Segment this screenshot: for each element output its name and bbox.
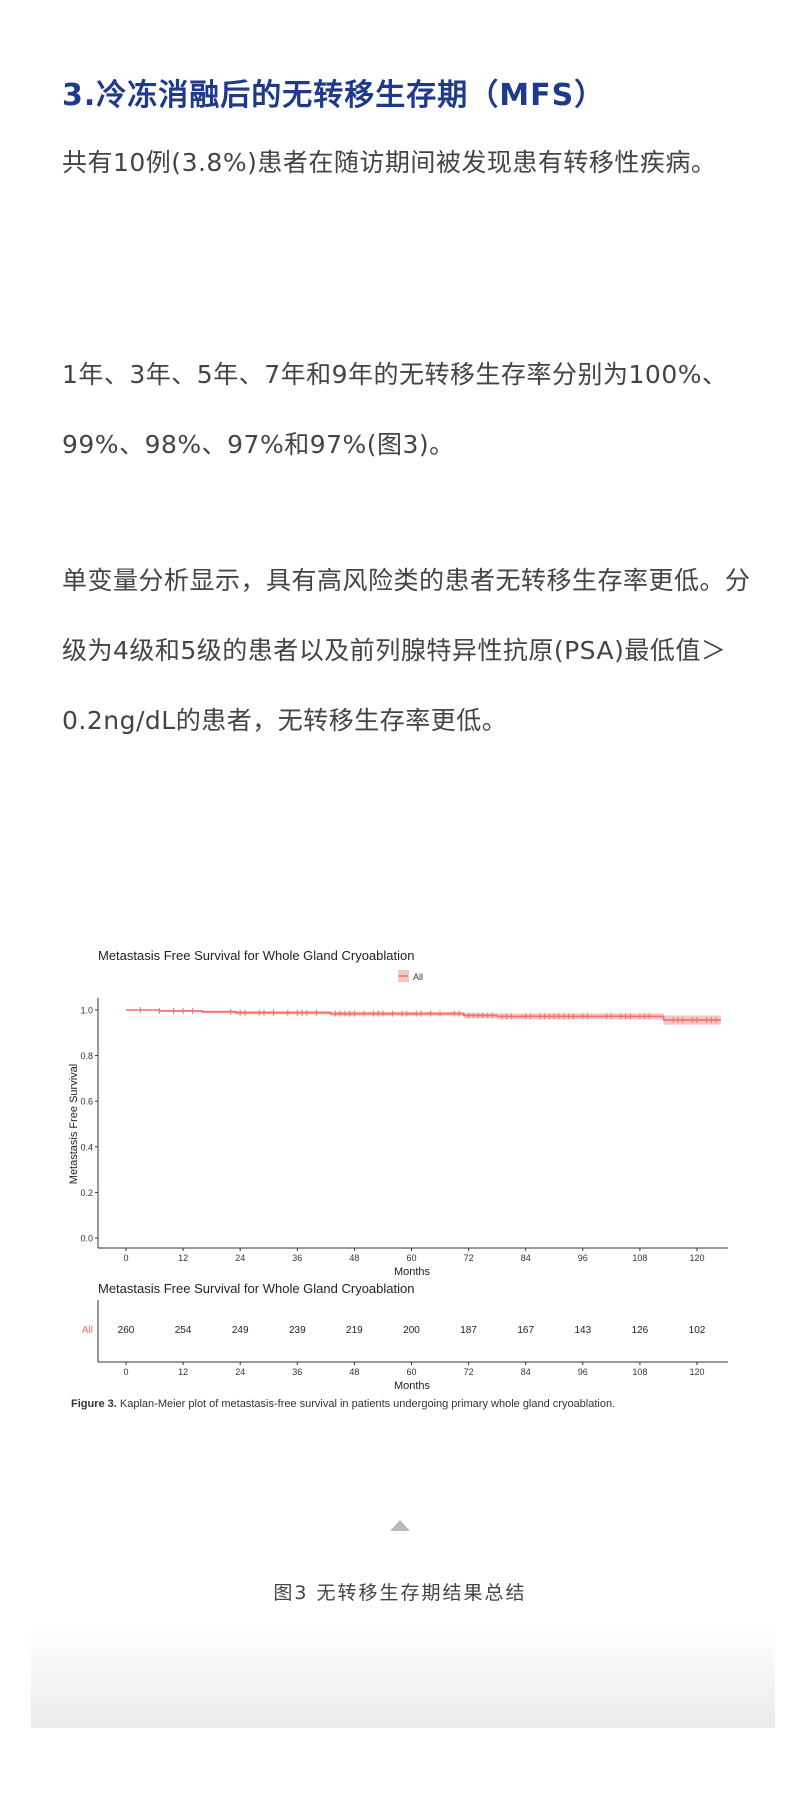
figure-caption-label: Figure 3. [71,1398,117,1410]
risk-x-tick-label: 24 [235,1367,245,1377]
risk-table-title: Metastasis Free Survival for Whole Gland… [98,1281,414,1296]
risk-table-row-label: All [82,1325,93,1336]
x-tick-label: 60 [406,1253,416,1263]
x-tick-label: 120 [689,1253,704,1263]
x-tick-label: 48 [349,1253,359,1263]
at-risk-count: 102 [689,1325,706,1336]
y-tick-label: 0.0 [80,1234,93,1244]
x-tick-label: 0 [123,1253,128,1263]
at-risk-count: 219 [346,1325,363,1336]
risk-x-tick-label: 48 [349,1367,359,1377]
figure-caption-text: Kaplan-Meier plot of metastasis-free sur… [117,1398,615,1410]
risk-x-tick-label: 96 [578,1367,588,1377]
x-axis-label: Months [394,1266,431,1278]
at-risk-count: 249 [232,1325,249,1336]
at-risk-count: 239 [289,1325,306,1336]
footer-gradient-panel [31,1622,775,1728]
x-tick-label: 96 [578,1253,588,1263]
at-risk-count: 187 [460,1325,477,1336]
risk-x-tick-label: 12 [178,1367,188,1377]
x-tick-label: 84 [521,1253,531,1263]
at-risk-count: 254 [175,1325,192,1336]
risk-x-tick-label: 108 [632,1367,647,1377]
figure-caption: Figure 3. Kaplan-Meier plot of metastasi… [71,1398,615,1410]
survival-curve [126,1009,721,1021]
paragraph-1: 共有10例(3.8%)患者在随访期间被发现患有转移性疾病。 [62,148,717,177]
y-tick-label: 1.0 [80,1006,93,1016]
x-tick-label: 24 [235,1253,245,1263]
risk-x-tick-label: 0 [123,1367,128,1377]
at-risk-count: 143 [574,1325,591,1336]
y-axis-label: Metastasis Free Survival [68,1064,80,1184]
at-risk-count: 200 [403,1325,420,1336]
risk-x-tick-label: 84 [521,1367,531,1377]
figure-title: 图3 无转移生存期结果总结 [273,1582,527,1604]
x-tick-label: 108 [632,1253,647,1263]
risk-x-tick-label: 36 [292,1367,302,1377]
legend-label: All [413,972,423,982]
y-tick-label: 0.2 [80,1188,93,1198]
risk-x-tick-label: 120 [689,1367,704,1377]
x-tick-label: 36 [292,1253,302,1263]
at-risk-count: 126 [632,1325,649,1336]
at-risk-count: 260 [118,1325,135,1336]
y-tick-label: 0.6 [80,1097,93,1107]
risk-table-x-label: Months [394,1380,431,1392]
paragraph-2: 1年、3年、5年、7年和9年的无转移生存率分别为100%、99%、98%、97%… [62,360,728,459]
y-tick-label: 0.4 [80,1142,93,1152]
at-risk-count: 167 [517,1325,534,1336]
kaplan-meier-figure: Metastasis Free Survival for Whole Gland… [68,948,728,1410]
risk-x-tick-label: 60 [406,1367,416,1377]
chart-title: Metastasis Free Survival for Whole Gland… [98,948,414,963]
triangle-up-icon [390,1520,410,1531]
section-heading: 3.冷冻消融后的无转移生存期（MFS） [62,78,606,113]
y-tick-label: 0.8 [80,1051,93,1061]
x-tick-label: 72 [464,1253,474,1263]
paragraph-3: 单变量分析显示，具有高风险类的患者无转移生存率更低。分级为4级和5级的患者以及前… [62,566,751,735]
x-tick-label: 12 [178,1253,188,1263]
risk-x-tick-label: 72 [464,1367,474,1377]
